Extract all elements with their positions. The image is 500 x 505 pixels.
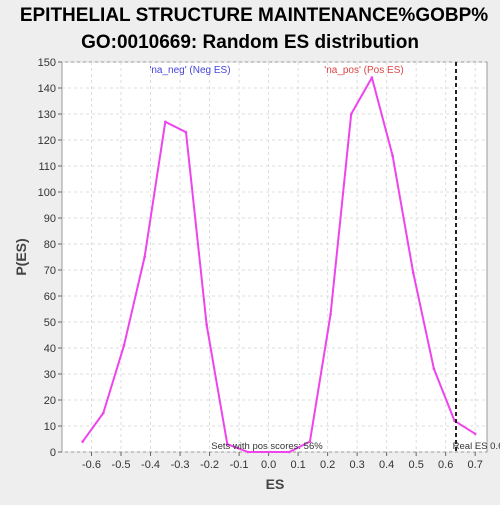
x-tick-label: -0.3 (171, 459, 190, 471)
y-tick-label: 20 (44, 395, 56, 407)
reference-line-group: Real ES 0.6 (453, 62, 500, 452)
y-tick-label: 90 (44, 213, 56, 225)
data-point (163, 120, 167, 124)
data-point (122, 344, 126, 347)
x-tick-label: 0.1 (290, 459, 305, 471)
x-tick-label: -0.2 (200, 459, 219, 471)
x-tick-label: 0.4 (379, 459, 394, 471)
x-tick-label: 0.7 (468, 459, 483, 471)
x-tick-label: -0.1 (230, 459, 249, 471)
y-tick-label: 60 (44, 291, 56, 303)
data-point (432, 367, 436, 371)
x-tick-label: -0.6 (82, 459, 101, 471)
data-point (205, 323, 208, 326)
series-line (81, 76, 476, 453)
data-point (143, 255, 146, 259)
data-point (225, 442, 229, 446)
data-point (81, 440, 84, 443)
y-tick-label: 70 (44, 265, 56, 277)
x-tick-label: 0.5 (409, 459, 424, 471)
y-tick-label: 110 (38, 161, 56, 173)
data-point (184, 130, 188, 134)
data-point (473, 432, 477, 436)
pos-scores-annotation: Sets with pos scores: 56% (211, 441, 323, 452)
y-tick-label: 100 (38, 187, 56, 199)
y-tick-label: 150 (38, 57, 56, 69)
legend-pos: 'na_pos' (Pos ES) (324, 65, 403, 76)
x-tick-label: 0.6 (438, 459, 453, 471)
data-point (246, 450, 250, 454)
x-tick-label: 0.2 (320, 459, 335, 471)
y-tick-label: 130 (38, 109, 56, 121)
x-tick-label: 0.3 (349, 459, 364, 471)
plot-area (61, 61, 488, 453)
y-tick-label: 0 (50, 447, 56, 459)
chart-title-line2: GO:0010669: Random ES distribution (81, 32, 419, 53)
y-tick-label: 80 (44, 239, 56, 251)
y-tick-label: 30 (44, 369, 56, 381)
y-axis-label: P(ES) (13, 238, 29, 275)
data-point (308, 440, 312, 443)
axes: -0.6 -0.5 -0.4 -0.3 -0.2 -0.1 0.0 0.1 0.2 0.3 0.4 0… (38, 57, 483, 471)
y-tick-label: 10 (44, 421, 56, 433)
data-point (329, 312, 332, 316)
y-tick-label: 40 (44, 343, 56, 355)
data-point (370, 76, 374, 79)
y-tick-label: 120 (38, 135, 56, 147)
y-tick-label: 140 (38, 83, 56, 95)
data-point (349, 112, 353, 116)
x-axis-label: ES (266, 476, 285, 492)
data-point (411, 271, 415, 274)
data-point (267, 450, 270, 454)
chart-title-line1: EPITHELIAL STRUCTURE MAINTENANCE%GOBP% (20, 5, 488, 26)
x-tick-label: -0.4 (141, 459, 160, 471)
data-point (287, 450, 291, 454)
legend-neg: 'na_neg' (Neg ES) (149, 65, 230, 76)
real-es-label: Real ES 0.6 (453, 441, 500, 452)
series-layer (81, 76, 477, 454)
data-point (391, 154, 394, 157)
data-point (102, 411, 105, 415)
grid (62, 61, 487, 453)
x-tick-label: 0.0 (261, 459, 276, 471)
y-tick-label: 50 (44, 317, 56, 329)
x-tick-label: -0.5 (112, 459, 131, 471)
